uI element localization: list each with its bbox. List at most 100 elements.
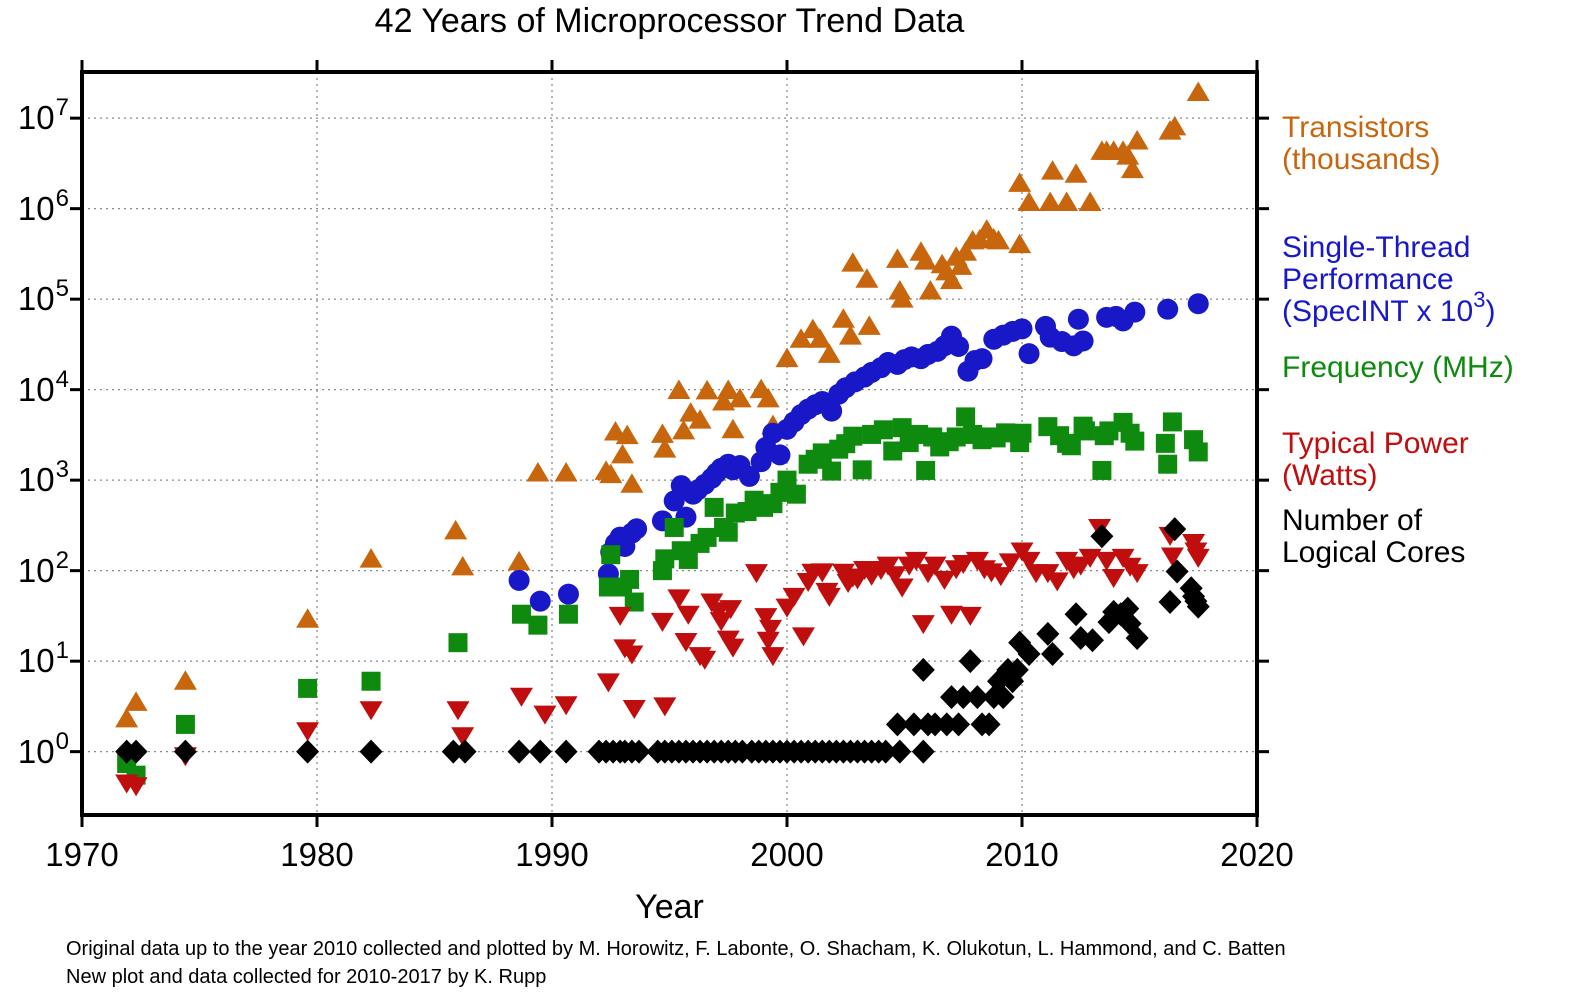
data-point-power (1017, 551, 1041, 571)
data-point-transistors (855, 268, 879, 288)
data-point-frequency (1012, 423, 1032, 443)
data-point-frequency (892, 418, 912, 438)
data-point-frequency (1125, 431, 1145, 451)
data-point-transistors (721, 418, 745, 439)
data-point-transistors (817, 343, 841, 363)
data-point-transistors (1078, 191, 1102, 211)
data-point-power (446, 701, 470, 721)
data-point-cores (885, 712, 909, 737)
data-point-single_thread (1124, 301, 1146, 323)
y-tick-label-1e4: 104 (17, 365, 69, 408)
data-point-transistors (954, 241, 978, 261)
data-point-single_thread (769, 444, 791, 466)
data-point-cores (940, 685, 963, 710)
data-point-power (1095, 551, 1119, 571)
data-point-cores (528, 739, 552, 764)
data-point-cores (1064, 602, 1088, 627)
data-point-transistors (831, 308, 855, 328)
data-point-transistors (688, 409, 712, 429)
data-point-frequency (822, 461, 842, 481)
data-point-transistors (775, 347, 799, 368)
data-point-single_thread (1018, 343, 1040, 365)
data-point-power (791, 627, 815, 647)
data-point-power (810, 563, 834, 583)
data-point-cores (1163, 517, 1187, 542)
data-point-power (533, 705, 557, 725)
data-point-transistors (1038, 191, 1062, 211)
data-point-single_thread (971, 348, 993, 370)
x-tick-label-1980: 1980 (280, 836, 354, 873)
data-point-single_thread (948, 335, 970, 357)
data-point-cores (874, 739, 898, 764)
data-point-cores (991, 685, 1015, 710)
data-point-transistors (1116, 145, 1140, 165)
data-point-transistors (124, 691, 148, 711)
legend-power-line1: Typical Power (1282, 427, 1469, 460)
x-tick-label-2020: 2020 (1220, 836, 1294, 873)
data-point-power (709, 612, 733, 632)
data-point-power (876, 556, 900, 576)
data-point-transistors (885, 248, 909, 268)
data-point-transistors (672, 419, 696, 440)
data-point-frequency (655, 549, 675, 569)
data-point-power (1160, 547, 1184, 567)
data-point-transistors (296, 608, 320, 628)
y-tick-label-1e6: 106 (17, 184, 69, 227)
y-tick-label-1e3: 103 (17, 456, 69, 499)
x-tick-label-1970: 1970 (45, 836, 119, 873)
x-tick-label-2010: 2010 (985, 836, 1059, 873)
data-point-transistors (1008, 172, 1032, 192)
data-point-frequency (511, 604, 531, 624)
data-point-frequency (558, 604, 578, 624)
data-point-frequency (1188, 442, 1208, 462)
data-point-single_thread (1067, 308, 1089, 330)
data-point-frequency (361, 671, 381, 691)
data-point-transistors (949, 255, 973, 275)
data-point-transistors (1186, 81, 1210, 102)
data-point-frequency (664, 517, 684, 537)
data-point-transistors (918, 280, 942, 300)
data-point-transistors (507, 550, 531, 571)
data-point-single_thread (557, 583, 579, 605)
data-point-transistors (789, 328, 813, 348)
data-point-power (620, 645, 644, 665)
data-point-cores (888, 739, 912, 764)
legend-cores-line2: Logical Cores (1282, 536, 1466, 569)
data-point-power (1078, 548, 1102, 568)
data-point-cores (1165, 559, 1189, 584)
y-tick-label-1e1: 101 (17, 637, 69, 680)
data-point-cores (1090, 524, 1114, 549)
data-point-cores (902, 712, 926, 737)
data-point-frequency (528, 615, 548, 635)
data-point-power (998, 553, 1022, 573)
plot-border (80, 70, 1259, 817)
data-point-cores (947, 712, 971, 737)
data-point-transistors (620, 473, 644, 493)
data-point-frequency (718, 522, 738, 542)
y-tick-label-1e0: 100 (17, 727, 69, 770)
data-point-frequency (1075, 421, 1095, 441)
legend-single-thread-line2: Performance (1282, 263, 1454, 296)
legend-transistors-line2: (thousands) (1282, 143, 1441, 176)
specint-exponent: 3 (1473, 287, 1486, 312)
data-point-power (509, 687, 533, 707)
data-point-power (958, 606, 982, 626)
data-point-power (754, 608, 778, 628)
data-point-frequency (956, 407, 976, 427)
data-point-cores (1017, 641, 1041, 666)
data-point-transistors (857, 315, 881, 335)
legend-frequency: Frequency (MHz) (1282, 352, 1514, 384)
data-point-frequency (883, 441, 903, 461)
data-point-transistors (1041, 160, 1065, 180)
data-point-power (451, 727, 475, 747)
data-point-power (622, 699, 646, 719)
data-point-cores (1081, 628, 1104, 653)
data-point-power (756, 631, 780, 651)
data-point-transistors (716, 379, 740, 399)
data-point-cores (359, 739, 383, 764)
data-point-cores (627, 739, 651, 764)
data-point-single_thread (738, 465, 760, 487)
data-point-cores (935, 712, 959, 737)
data-point-transistors (650, 423, 674, 443)
data-point-frequency (812, 443, 832, 463)
